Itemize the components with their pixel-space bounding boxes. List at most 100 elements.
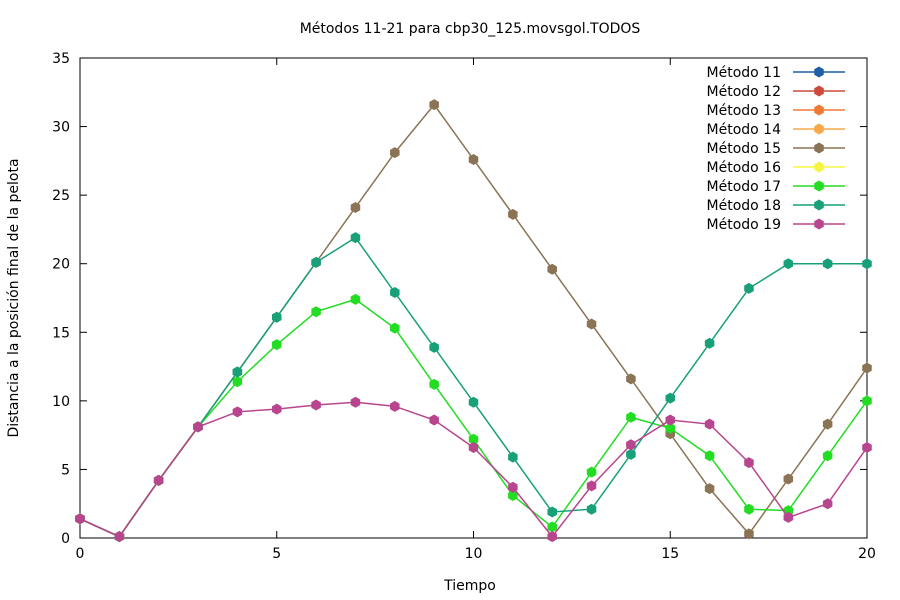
data-point (704, 418, 715, 430)
data-point (429, 99, 439, 111)
data-point (626, 373, 636, 385)
data-point (783, 258, 794, 270)
data-point (350, 201, 361, 213)
data-point (586, 318, 597, 330)
data-point (429, 378, 439, 390)
y-tick-label: 35 (52, 51, 70, 67)
series-7 (75, 293, 872, 543)
data-point (704, 450, 715, 462)
data-point (822, 498, 833, 510)
x-axis-label: Tiempo (443, 578, 496, 594)
x-tick-label: 10 (465, 546, 483, 562)
data-point (75, 513, 85, 525)
x-axis: 0 5 10 15 20 (76, 58, 876, 562)
series-line (79, 236, 867, 538)
x-tick-label: 20 (858, 546, 876, 562)
data-point (665, 414, 676, 426)
y-axis-label: Distancia a la posición final de la pelo… (6, 158, 22, 437)
data-point (704, 483, 715, 495)
data-point (547, 263, 557, 275)
legend-label: Método 15 (707, 141, 781, 157)
data-point (862, 258, 872, 270)
data-point (429, 414, 439, 426)
x-tick-label: 15 (661, 546, 679, 562)
data-point (508, 489, 518, 501)
data-point (744, 503, 754, 515)
data-point (468, 396, 479, 408)
series-line (79, 426, 199, 538)
data-point (862, 441, 872, 453)
data-point (822, 418, 833, 430)
data-point (586, 503, 597, 515)
data-point (508, 208, 518, 220)
data-point (390, 287, 400, 299)
data-point (508, 481, 518, 493)
data-point (783, 473, 794, 485)
data-point (547, 506, 557, 518)
legend-marker (814, 66, 824, 78)
y-tick-label: 25 (52, 188, 70, 204)
data-point (271, 339, 282, 351)
data-point (586, 466, 597, 478)
data-point (508, 451, 518, 463)
data-point (862, 362, 872, 374)
data-point (665, 422, 676, 434)
data-point (744, 282, 754, 294)
data-point (468, 441, 479, 453)
data-point (468, 153, 479, 165)
data-point (390, 400, 400, 412)
series-line (79, 426, 199, 538)
data-point (311, 399, 321, 411)
legend-label: Método 12 (707, 84, 781, 100)
data-point (626, 439, 636, 451)
data-point (468, 433, 479, 445)
data-point (547, 521, 557, 533)
legend-marker (814, 142, 824, 154)
data-point (822, 450, 833, 462)
data-point (744, 457, 754, 469)
legend-label: Método 11 (707, 65, 781, 81)
y-tick-label: 15 (52, 325, 70, 341)
legend-marker (814, 85, 824, 97)
data-point (271, 403, 282, 415)
y-tick-label: 10 (52, 394, 70, 410)
data-point (350, 293, 361, 305)
data-point (744, 528, 754, 540)
legend-label: Método 19 (707, 217, 781, 233)
series-1 (75, 421, 203, 543)
data-point (429, 341, 439, 353)
data-point (114, 531, 125, 543)
data-point (193, 421, 203, 433)
series-2 (75, 421, 203, 543)
series-layer (75, 99, 872, 543)
legend-marker (814, 161, 824, 173)
y-tick-label: 20 (52, 257, 70, 273)
data-point (232, 376, 243, 388)
series-line (79, 426, 199, 538)
legend-marker (814, 218, 824, 230)
series-9 (75, 396, 872, 543)
chart-title: Métodos 11-21 para cbp30_125.movsgol.TOD… (300, 21, 641, 37)
series-line (79, 298, 868, 538)
data-point (822, 258, 833, 270)
data-point (232, 406, 243, 418)
data-point (665, 392, 676, 404)
data-point (783, 511, 794, 523)
legend-label: Método 16 (707, 160, 782, 176)
x-tick-label: 0 (76, 546, 85, 562)
y-tick-label: 5 (61, 462, 70, 478)
series-line (79, 426, 199, 538)
series-line (79, 426, 199, 538)
data-point (626, 448, 636, 460)
series-8 (75, 232, 872, 543)
data-point (153, 474, 164, 486)
data-point (390, 322, 400, 334)
legend-marker (814, 123, 824, 135)
data-point (704, 337, 715, 349)
legend-label: Método 13 (707, 103, 781, 119)
y-tick-label: 0 (61, 531, 70, 547)
data-point (547, 531, 557, 543)
legend-label: Método 14 (707, 122, 782, 138)
legend-marker (814, 104, 824, 116)
